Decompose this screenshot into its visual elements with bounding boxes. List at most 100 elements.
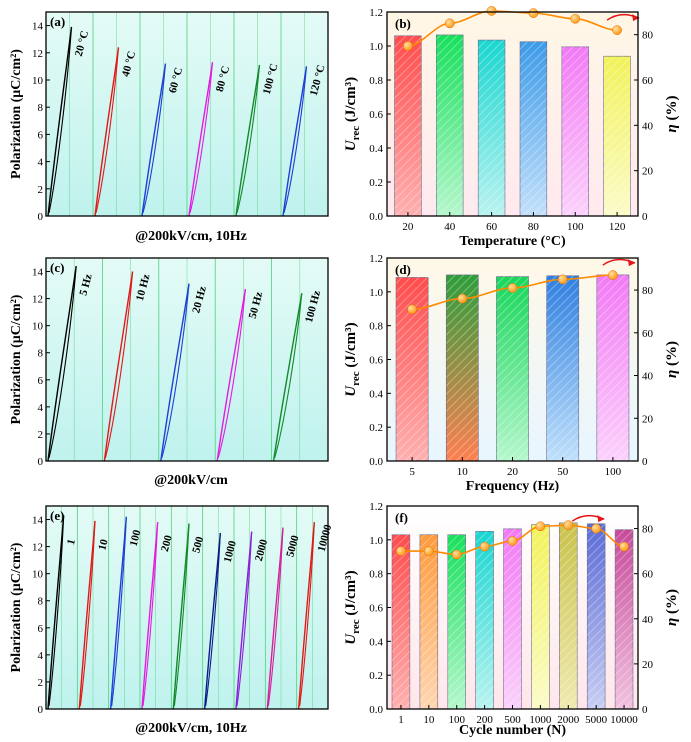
bar-xtick-label: 10000 bbox=[610, 714, 638, 726]
pe-loop-6 bbox=[282, 66, 308, 217]
bar-ytick-label: 0.0 bbox=[369, 704, 383, 716]
bar-y2tick-label: 60 bbox=[642, 75, 654, 87]
pe-loop-5-return bbox=[173, 523, 190, 707]
pe-loop-2-return bbox=[104, 271, 134, 459]
bar-hatch bbox=[615, 529, 633, 709]
pe-loop-1-return bbox=[48, 26, 73, 214]
bar-ytick-label: 0.2 bbox=[369, 670, 383, 682]
bar-y2tick-label: 0 bbox=[642, 704, 648, 716]
pe-loop-6 bbox=[203, 533, 222, 710]
bar-y2tick-label: 20 bbox=[642, 166, 654, 178]
panel-label: (d) bbox=[395, 262, 411, 277]
bar-ylabel: Urec (J/cm³) bbox=[343, 322, 362, 396]
bar-ytick-label: 0.4 bbox=[369, 388, 383, 400]
bar-hatch bbox=[596, 274, 629, 461]
bar-ytick-label: 1.0 bbox=[369, 287, 383, 299]
pe-curve-label: 200 bbox=[159, 533, 175, 553]
bar-hatch bbox=[520, 41, 547, 216]
pe-ytick-label: 0 bbox=[38, 456, 44, 468]
bar-xlabel: Frequency (Hz) bbox=[466, 479, 560, 494]
pe-ytick-label: 6 bbox=[38, 129, 44, 141]
bar-xlabel: Cycle number (N) bbox=[459, 723, 566, 738]
bar-xtick-label: 10 bbox=[423, 714, 435, 726]
bar-ytick-label: 0.8 bbox=[369, 321, 383, 333]
pe-loop-8-return bbox=[267, 527, 284, 707]
bar-y2tick-label: 40 bbox=[642, 371, 654, 383]
bar-panel-2: 1 10 100 200 500 1000 2000 5000 100000.00.20.40.… bbox=[343, 501, 680, 738]
axis-arrow-head bbox=[627, 259, 635, 267]
pe-ytick-label: 2 bbox=[38, 429, 44, 441]
pe-loop-7-return bbox=[236, 531, 253, 707]
bar-xtick-label: 100 bbox=[567, 221, 584, 233]
eta-point bbox=[457, 293, 468, 304]
pe-curve-label: 100 bbox=[128, 528, 144, 548]
pe-ytick-label: 12 bbox=[32, 294, 43, 306]
eta-point bbox=[535, 521, 546, 532]
pe-loop-2-return bbox=[95, 47, 120, 214]
pe-panel-a: 20 °C40 °C60 °C 80 °C 100 °C 120 °C02468101… bbox=[9, 11, 329, 244]
pe-loop-2 bbox=[94, 47, 120, 217]
bar-y2tick-label: 80 bbox=[642, 285, 654, 297]
bar-ytick-label: 0.2 bbox=[369, 422, 383, 434]
bar-y2tick-label: 20 bbox=[642, 413, 654, 425]
bar-y2tick-label: 0 bbox=[642, 211, 648, 223]
eta-point bbox=[591, 523, 602, 534]
pe-xlabel: @200kV/cm bbox=[154, 473, 228, 488]
bar-ytick-label: 0.0 bbox=[369, 211, 383, 223]
bar-xtick-label: 20 bbox=[507, 466, 519, 478]
bar-hatch bbox=[503, 528, 522, 709]
bar-plot-background bbox=[387, 12, 638, 216]
bar-ytick-label: 0.8 bbox=[369, 75, 383, 87]
pe-loop-3 bbox=[109, 516, 128, 710]
bar-ytick-label: 0.6 bbox=[369, 109, 383, 121]
pe-loop-3 bbox=[160, 283, 190, 462]
pe-loop-1-return bbox=[48, 515, 65, 707]
bar-ytick-label: 0.0 bbox=[369, 456, 383, 468]
bar-y2label: η (%) bbox=[664, 341, 680, 378]
pe-loop-6-return bbox=[283, 66, 308, 214]
pe-loop-5 bbox=[272, 293, 303, 462]
bar-xtick-label: 40 bbox=[444, 221, 456, 233]
pe-ytick-label: 0 bbox=[38, 211, 44, 223]
pe-loop-5 bbox=[172, 523, 190, 710]
bar-ytick-label: 0.6 bbox=[369, 603, 383, 615]
pe-ytick-label: 2 bbox=[38, 677, 44, 689]
pe-ytick-label: 4 bbox=[38, 157, 44, 169]
bar-xtick-label: 1000 bbox=[529, 714, 552, 726]
pe-ylabel: Polarization (μC/cm²) bbox=[9, 49, 24, 179]
pe-ytick-label: 10 bbox=[32, 569, 44, 581]
bar-y2tick-label: 40 bbox=[642, 614, 654, 626]
bar-xtick-label: 60 bbox=[486, 221, 498, 233]
bar-xtick-label: 100 bbox=[448, 714, 465, 726]
pe-xlabel: @200kV/cm, 10Hz bbox=[135, 721, 247, 736]
bar-ylabel: Urec (J/cm³) bbox=[343, 77, 362, 151]
bar-xtick-label: 20 bbox=[402, 221, 414, 233]
pe-loop-3 bbox=[141, 63, 167, 217]
bar-xtick-label: 5000 bbox=[585, 714, 608, 726]
pe-ytick-label: 10 bbox=[32, 321, 44, 333]
bar-y2tick-label: 20 bbox=[642, 659, 654, 671]
panel-label: (e) bbox=[50, 508, 64, 523]
pe-loop-4 bbox=[141, 522, 159, 710]
bar-ytick-label: 1.0 bbox=[369, 41, 383, 53]
eta-point bbox=[612, 25, 622, 35]
bar-ytick-label: 0.8 bbox=[369, 569, 383, 581]
bar-y2tick-label: 80 bbox=[642, 30, 654, 42]
eta-point bbox=[396, 546, 406, 556]
bar-hatch bbox=[496, 276, 529, 461]
bar-xtick-label: 5 bbox=[409, 466, 415, 478]
pe-ytick-label: 8 bbox=[38, 102, 44, 114]
eta-point bbox=[608, 270, 618, 280]
eta-point bbox=[479, 541, 490, 552]
bar-xtick-label: 120 bbox=[609, 221, 626, 233]
pe-ytick-label: 10 bbox=[32, 75, 44, 87]
pe-ytick-label: 4 bbox=[38, 402, 44, 414]
eta-point bbox=[557, 274, 568, 285]
axis-arrow-head bbox=[597, 515, 605, 523]
pe-ytick-label: 0 bbox=[38, 704, 44, 716]
bar-xtick-label: 2000 bbox=[557, 714, 580, 726]
bar-xtick-label: 1 bbox=[398, 714, 404, 726]
eta-point bbox=[407, 304, 417, 315]
pe-loop-5-return bbox=[236, 64, 261, 214]
